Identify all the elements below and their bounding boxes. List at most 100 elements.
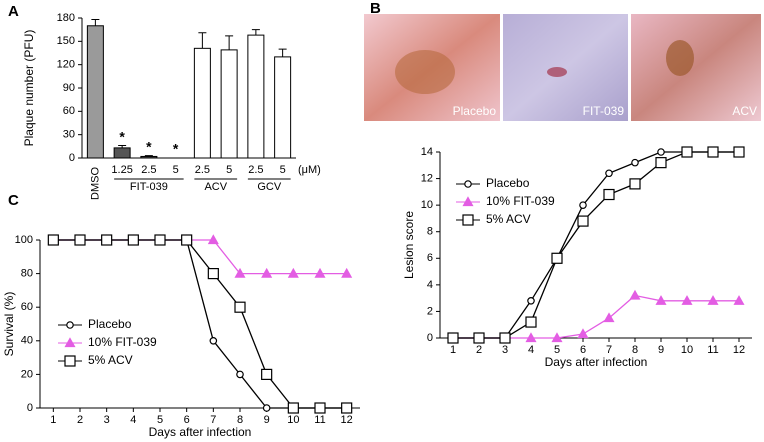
marker [64,337,76,348]
x-tick-label: 12 [341,414,353,426]
y-axis-title: Survival (%) [2,292,16,357]
x-tick-label: 2.5 [195,164,210,176]
marker [261,267,273,278]
marker [314,267,326,278]
x-tick-label: 5 [226,164,232,176]
marker [262,404,271,412]
x-tick-label: 3 [502,344,508,356]
x-tick-label: 10 [287,414,299,426]
y-tick-label: 60 [21,301,33,313]
y-tick-label: 60 [63,105,75,117]
x-tick-label: 5 [173,164,179,176]
y-tick-label: 8 [427,226,433,238]
marker [473,332,485,344]
legend-label: 5% ACV [88,353,133,367]
marker [101,234,113,246]
photo-label: Placebo [453,104,497,118]
y-tick-label: 150 [57,35,75,47]
x-tick-label: 1 [50,414,56,426]
marker [314,402,326,414]
group-label: ACV [204,181,227,193]
marker [631,158,639,167]
marker [707,295,719,305]
x-axis-title: Days after infection [545,355,648,369]
marker [707,146,719,158]
panel-label: B [370,0,381,17]
x-tick-label: 2.5 [248,164,263,176]
legend-label: Placebo [88,317,132,331]
marker [464,180,472,188]
x-tick-label: 3 [104,414,110,426]
marker [579,201,587,209]
bar [247,34,265,159]
marker [551,252,563,264]
marker [287,267,299,278]
legend-label: Placebo [486,176,530,190]
marker [681,146,693,158]
x-tick-label: 6 [580,344,586,356]
x-tick-label: 5 [157,414,163,426]
y-tick-label: 14 [421,146,433,158]
error-bar [225,35,234,50]
marker [287,402,299,414]
error-bar [144,155,153,157]
marker [234,301,246,313]
x-tick-label: 1 [450,344,456,356]
marker [341,267,353,278]
marker [577,215,589,227]
x-tick-label: 4 [528,344,534,356]
x-tick-label: 9 [658,344,664,356]
x-tick-label: 5 [554,344,560,356]
bar [193,47,211,159]
panel-label: C [8,192,19,209]
x-tick-label: 7 [210,414,216,426]
marker [657,148,665,156]
x-tick-label: 8 [237,414,243,426]
marker [629,178,641,190]
x-axis-title: Days after infection [149,425,252,439]
y-tick-label: 40 [21,335,33,347]
marker [66,321,74,329]
x-tick-label: DMSO [89,167,101,200]
y-tick-label: 12 [421,172,433,184]
photo-label: FIT-039 [583,104,625,118]
series-line [453,294,739,339]
marker [655,295,667,305]
bar [86,25,104,159]
annotation: * [173,141,179,157]
x-tick-label: 5 [280,164,286,176]
x-tick-label: 2.5 [141,164,156,176]
panel-label: A [8,3,19,20]
marker [603,188,615,201]
x-tick-label: 4 [130,414,136,426]
marker [499,332,511,344]
y-tick-label: 20 [21,368,33,380]
marker [655,157,667,169]
photo [503,14,628,121]
photo [631,14,761,121]
y-tick-label: 4 [427,279,433,291]
error-bar [118,145,127,148]
marker [527,296,535,305]
x-tick-label: 11 [314,414,325,426]
lesion [547,67,567,77]
y-tick-label: 100 [15,234,33,246]
error-bar [198,32,207,49]
marker [525,332,537,343]
annotation: * [146,138,152,154]
x-tick-label: 11 [707,344,718,356]
x-tick-label: 2 [77,414,83,426]
photo-label: ACV [732,104,757,118]
marker [64,355,76,367]
marker [209,336,218,345]
marker [551,332,563,343]
x-tick-label: 6 [184,414,190,426]
marker [733,146,745,158]
group-label: GCV [257,181,282,193]
photos: Placebo FIT-039 ACV [364,14,761,121]
x-tick-label: 9 [264,414,270,426]
lesion [666,40,694,76]
y-tick-label: 180 [57,12,75,24]
error-bar [91,19,100,26]
